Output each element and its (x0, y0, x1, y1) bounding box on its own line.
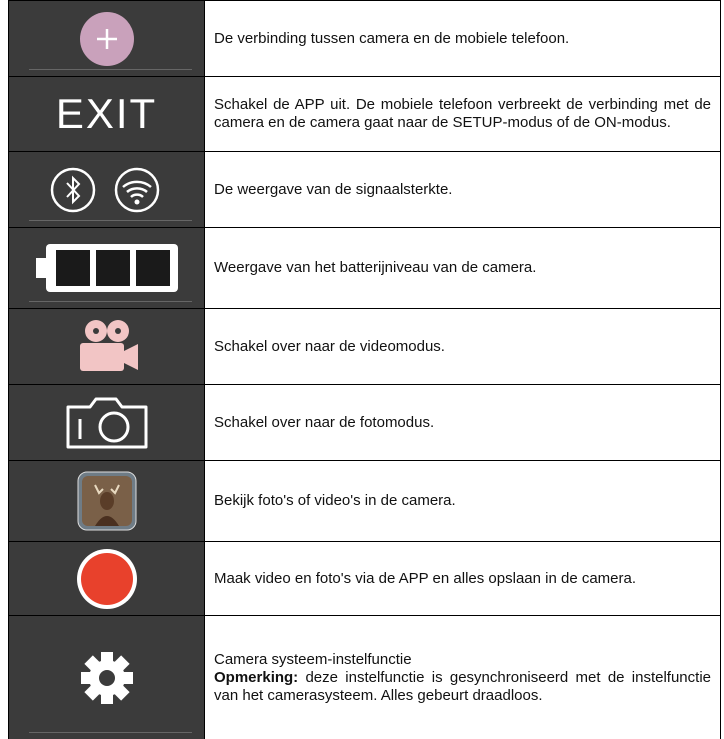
icon-table: De verbinding tussen camera en de mobiel… (8, 0, 721, 739)
description: Schakel over naar de videomodus. (214, 337, 445, 355)
record-icon (76, 548, 137, 609)
note-label: Opmerking: (214, 668, 299, 686)
row: De weergave van de signaalsterkte. (9, 151, 720, 227)
row: EXIT Schakel de APP uit. De mobiele tele… (9, 76, 720, 151)
description: Bekijk foto's of video's in de camera. (214, 492, 456, 509)
camera-icon (66, 397, 147, 448)
icon-cell (9, 385, 205, 460)
gallery-icon (77, 471, 136, 531)
icon-cell (9, 309, 205, 384)
description: Maak video en foto's via de APP en alles… (214, 569, 637, 587)
icon-cell (9, 616, 205, 739)
description: Camera systeem-instelfunctie (214, 650, 412, 668)
icon-cell (9, 152, 205, 227)
signal-icons (50, 167, 159, 212)
row: Schakel over naar de videomodus. (9, 308, 720, 384)
separator (29, 69, 192, 70)
icon-cell (9, 542, 205, 615)
row: Camera systeem-instelfunctie Opmerking: … (9, 615, 720, 739)
video-icon (79, 319, 138, 371)
note-text: deze instelfunctie is gesynchroniseerd m… (214, 668, 711, 704)
add-icon (79, 11, 134, 66)
separator (29, 301, 192, 302)
row: Maak video en foto's via de APP en alles… (9, 541, 720, 615)
description: Schakel over naar de fotomodus. (214, 413, 435, 431)
battery-icon (35, 244, 178, 292)
row: Schakel over naar de fotomodus. (9, 384, 720, 460)
icon-cell (9, 1, 205, 76)
row: Weergave van het batterijniveau van de c… (9, 227, 720, 308)
description: Weergave van het batterijniveau van de c… (214, 259, 537, 276)
row: Bekijk foto's of video's in de camera. (9, 460, 720, 541)
settings-icon (80, 651, 133, 704)
exit-label: EXIT (55, 90, 158, 137)
row: De verbinding tussen camera en de mobiel… (9, 0, 720, 76)
note: Opmerking: deze instelfunctie is gesynch… (214, 669, 711, 705)
icon-cell: EXIT (9, 77, 205, 151)
description: De verbinding tussen camera en de mobiel… (214, 29, 570, 47)
description: Schakel de APP uit. De mobiele telefoon … (214, 96, 711, 131)
separator (29, 220, 192, 221)
icon-cell (9, 461, 205, 541)
separator (29, 732, 192, 733)
icon-cell (9, 228, 205, 308)
description: De weergave van de signaalsterkte. (214, 180, 453, 198)
